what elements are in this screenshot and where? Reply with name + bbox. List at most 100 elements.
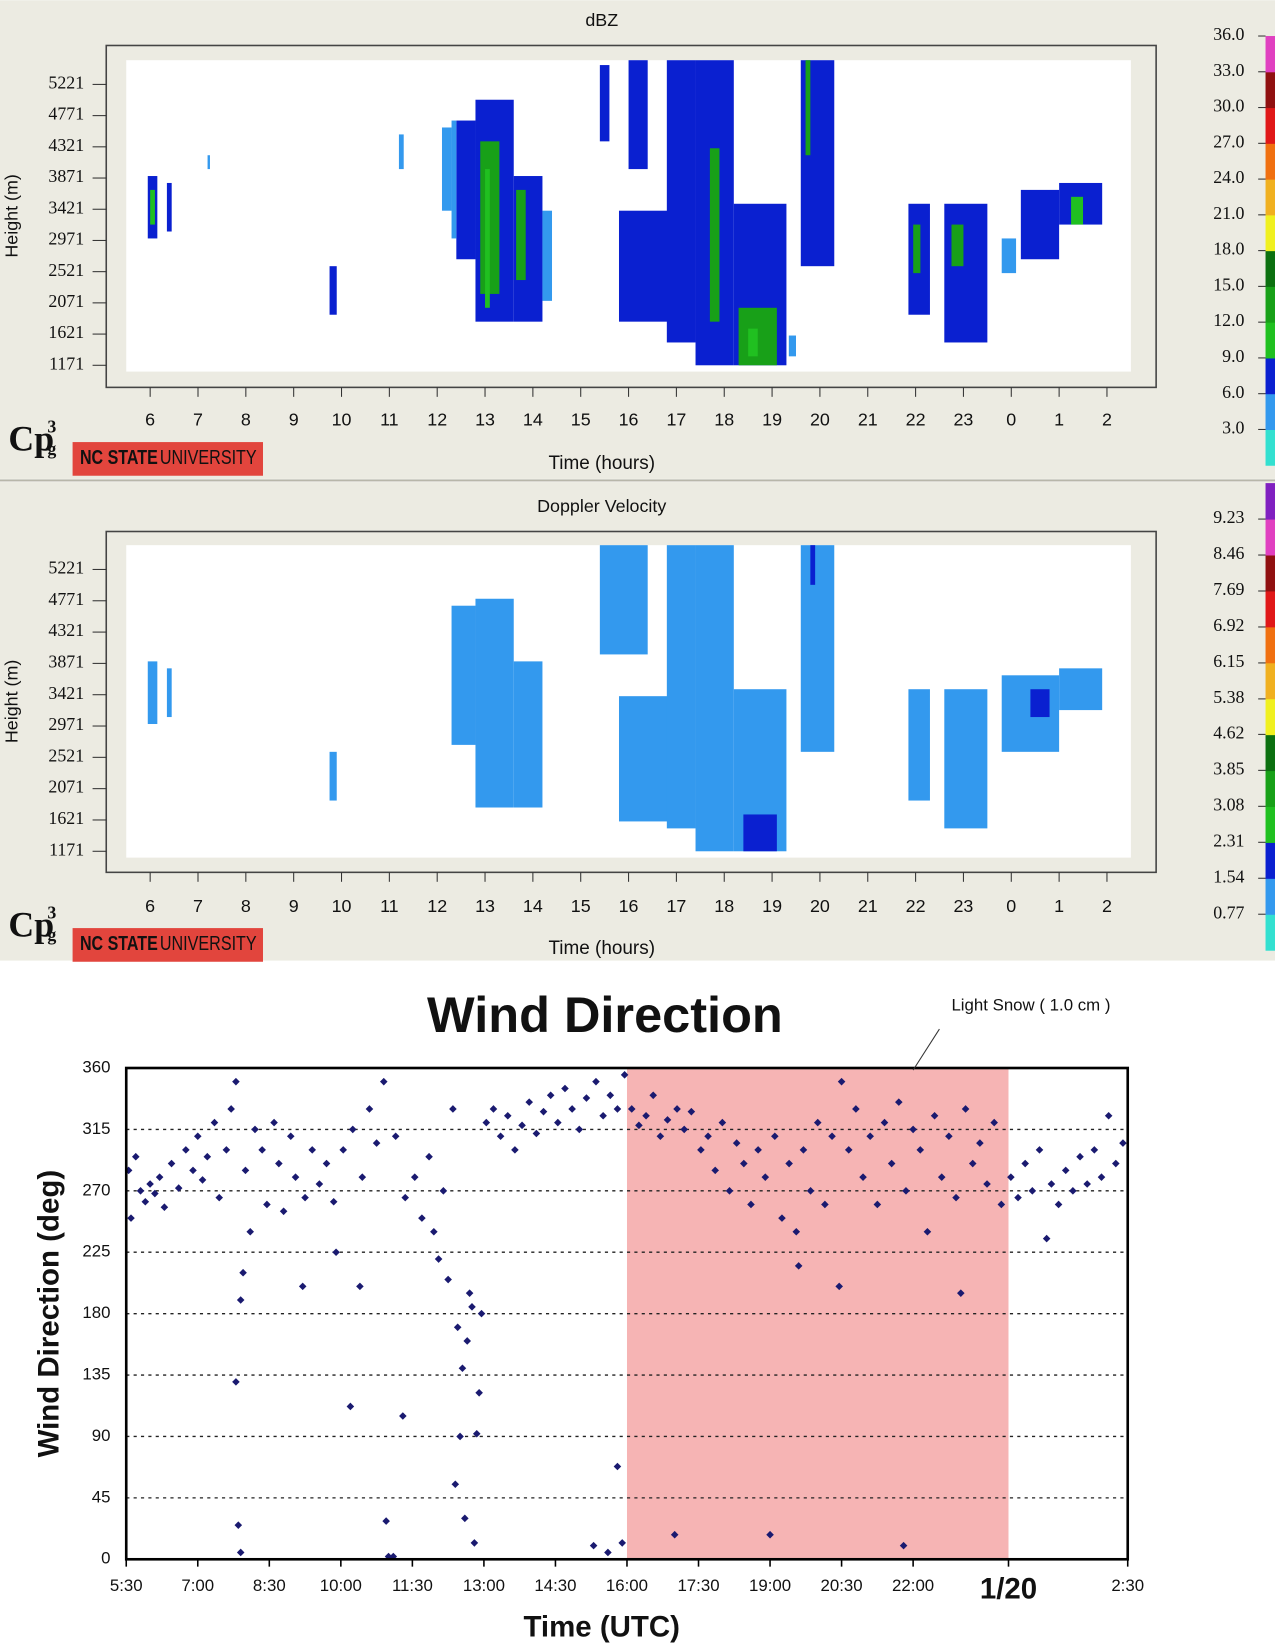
echo-cell <box>451 605 476 745</box>
colorbar-tick-label: 6.0 <box>1222 382 1244 402</box>
colorbar-tick-label: 21.0 <box>1213 203 1244 223</box>
echo-cell <box>805 60 811 156</box>
x-tick-label: 23 <box>953 410 973 430</box>
x-tick-label: 11 <box>380 410 399 430</box>
data-point <box>554 1118 562 1127</box>
echo-cell <box>599 65 610 142</box>
data-point <box>236 1548 245 1557</box>
x-tick-label: 10 <box>332 896 352 916</box>
data-point <box>160 1203 169 1211</box>
data-point <box>198 1176 207 1184</box>
data-point <box>835 1282 843 1291</box>
data-point <box>1014 1193 1022 1202</box>
x-tick-label: 22 <box>906 896 926 916</box>
echo-cell <box>1001 238 1017 274</box>
echo-cell <box>944 689 988 829</box>
data-point <box>546 1091 555 1100</box>
echo-cell <box>1059 668 1103 711</box>
data-point <box>251 1125 259 1134</box>
colorbar-tick-label: 1.54 <box>1213 866 1244 886</box>
colorbar-tick-label: 36.0 <box>1213 24 1244 44</box>
colorbar-tick-label: 6.15 <box>1213 651 1244 671</box>
data-point <box>771 1132 779 1141</box>
data-point <box>358 1173 367 1181</box>
data-point <box>470 1539 479 1547</box>
data-point <box>539 1107 548 1116</box>
x-tick-label: 20 <box>810 896 830 916</box>
chart-title: Doppler Velocity <box>537 496 666 516</box>
x-tick-label: 12 <box>427 410 447 430</box>
y-tick-label: 2971 <box>48 229 84 249</box>
echo-cell <box>456 120 476 260</box>
logo-subscript: g <box>47 925 56 945</box>
colorbar-tick-label: 30.0 <box>1213 96 1244 116</box>
x-tick-label: 2 <box>1102 896 1112 916</box>
colorbar-segment <box>1265 36 1275 73</box>
data-point <box>873 1200 882 1209</box>
data-point <box>279 1207 288 1216</box>
data-point <box>151 1189 159 1198</box>
x-tick-label: 20 <box>810 410 830 430</box>
data-point <box>286 1132 295 1141</box>
data-point <box>813 1118 822 1127</box>
data-point <box>155 1173 164 1181</box>
data-point <box>451 1480 460 1489</box>
x-tick-label: 7 <box>193 410 203 430</box>
echo-cell <box>398 134 404 170</box>
data-point <box>1104 1111 1113 1120</box>
colorbar-tick-label: 3.0 <box>1222 418 1244 438</box>
y-tick-label: 5221 <box>48 558 84 578</box>
data-point <box>525 1098 534 1106</box>
y-tick-label: 4321 <box>48 135 84 155</box>
data-point <box>456 1432 464 1441</box>
echo-cell <box>800 545 835 752</box>
x-tick-label: 15 <box>571 896 591 916</box>
echo-cell <box>207 155 210 170</box>
echo-cell <box>475 598 514 808</box>
colorbar-segment <box>1265 179 1275 216</box>
data-point <box>434 1255 443 1263</box>
echo-cell <box>618 696 672 822</box>
data-point <box>425 1152 433 1161</box>
x-tick-label: 5:30 <box>110 1576 143 1595</box>
x-tick-label: 22 <box>906 410 926 430</box>
echo-cell <box>166 668 172 718</box>
x-tick-label: 17 <box>666 896 686 916</box>
y-tick-label: 2071 <box>48 777 84 797</box>
data-point <box>298 1282 307 1291</box>
data-point <box>575 1125 584 1134</box>
data-point <box>167 1159 176 1168</box>
badge-text: UNIVERSITY <box>160 447 257 469</box>
x-tick-label: 0 <box>1006 410 1016 430</box>
colorbar-segment <box>1265 590 1275 628</box>
colorbar-segment <box>1265 71 1275 109</box>
data-point <box>909 1125 917 1134</box>
x-tick-label: 7 <box>193 896 203 916</box>
data-point <box>568 1105 576 1113</box>
colorbar-tick-label: 3.85 <box>1213 758 1244 778</box>
echo-cell <box>743 814 777 852</box>
y-tick-label: 1621 <box>48 322 84 342</box>
echo-cell <box>1001 675 1060 752</box>
data-point <box>1083 1180 1091 1188</box>
data-point <box>1021 1159 1029 1168</box>
colorbar-segment <box>1265 214 1275 252</box>
x-tick-label: 10:00 <box>320 1576 362 1595</box>
echo-cell <box>329 751 337 801</box>
data-point <box>957 1289 965 1297</box>
x-axis-label: Time (hours) <box>548 453 655 474</box>
data-point <box>532 1129 541 1138</box>
badge-text: UNIVERSITY <box>160 933 257 955</box>
echo-cell <box>944 203 988 343</box>
colorbar-tick-label: 9.0 <box>1222 346 1244 366</box>
data-point <box>761 1173 770 1181</box>
x-tick-label: 2:30 <box>1111 1576 1144 1595</box>
colorbar-tick-label: 8.46 <box>1213 543 1244 563</box>
x-tick-label: 21 <box>858 410 878 430</box>
echo-cell <box>441 127 452 211</box>
data-point <box>482 1118 491 1127</box>
x-tick-label: 16 <box>619 410 639 430</box>
colorbar-segment <box>1265 322 1275 359</box>
badge-background <box>72 442 263 476</box>
data-point <box>589 1541 598 1550</box>
